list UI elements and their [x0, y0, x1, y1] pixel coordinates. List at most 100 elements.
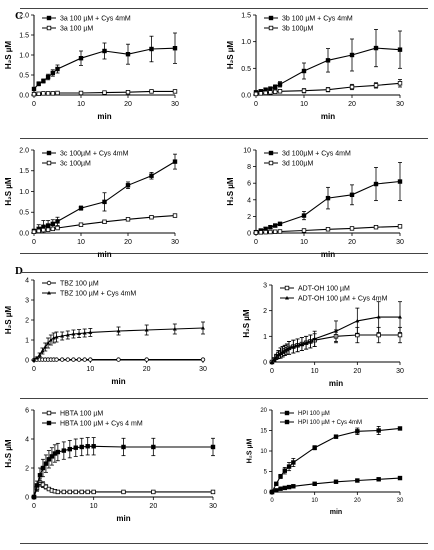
x-tick-label: 20: [348, 101, 356, 108]
plot-area: 0 5 10 15 20 0 10 20 30 min H₂S µM HPI 100 µM HPI 10…: [246, 408, 404, 516]
data-point: [291, 484, 296, 489]
data-point: [272, 229, 278, 234]
y-tick-label: 0.5: [19, 210, 29, 217]
legend-marker: [284, 410, 290, 416]
x-tick-label: 30: [396, 368, 404, 375]
data-point: [50, 70, 55, 76]
y-tick-label: 4: [247, 197, 251, 204]
data-point: [78, 205, 84, 211]
divider-rule: [20, 138, 428, 139]
legend-entry: 3d 100µM: [282, 160, 313, 167]
legend-marker: [268, 150, 274, 156]
chart-hbta: 0 2 4 6 0 10 20 30 min H₂S µM HBTA 100 µM HBTA 100 …: [4, 407, 217, 523]
data-point: [50, 91, 55, 96]
y-tick-label: 6: [25, 407, 29, 414]
data-point: [121, 444, 126, 450]
data-point: [55, 489, 61, 495]
x-tick-label: 20: [149, 503, 157, 510]
y-tick-label: 20: [260, 408, 267, 414]
data-point: [373, 181, 379, 187]
legend-entry: HBTA 100 µM: [60, 410, 103, 417]
data-point: [312, 481, 317, 486]
data-point: [349, 84, 355, 90]
data-point: [291, 460, 296, 465]
x-axis-label: min: [97, 250, 111, 259]
data-point: [34, 483, 40, 488]
data-point: [36, 228, 41, 234]
chart-3c: 0.0 0.5 1.0 1.5 2.0 0 10 20 30 min H₂S µM 3c 100µM …: [4, 147, 179, 259]
legend-marker: [268, 25, 274, 31]
y-tick-label: 6: [247, 181, 251, 188]
data-point: [41, 78, 46, 84]
data-point: [65, 332, 70, 337]
data-point: [376, 477, 381, 482]
data-point: [280, 349, 285, 354]
y-tick-label: 2: [247, 214, 251, 221]
data-point: [325, 87, 331, 92]
data-point: [73, 445, 78, 450]
legend-entry: 3c 100µM + Cys 4mM: [60, 150, 129, 157]
data-point: [125, 90, 131, 95]
x-tick-label: 20: [124, 101, 132, 108]
data-point: [61, 489, 67, 495]
x-tick-label: 0: [32, 239, 36, 246]
y-tick-label: 10: [243, 147, 251, 154]
data-point: [121, 489, 126, 495]
data-point: [355, 318, 360, 323]
data-point: [376, 332, 381, 338]
data-point: [308, 339, 313, 343]
y-tick-label: 0.5: [241, 66, 251, 73]
data-point: [77, 331, 82, 336]
data-point: [373, 224, 379, 230]
divider-rule: [20, 398, 428, 399]
data-point: [34, 355, 39, 360]
data-point: [284, 347, 289, 351]
y-tick-label: 2: [25, 465, 29, 472]
data-point: [31, 92, 37, 97]
x-tick-label: 30: [209, 503, 217, 510]
data-point: [61, 448, 67, 453]
data-point: [272, 357, 277, 361]
legend-entry: TBZ 100 µM + Cys 4mM: [60, 290, 136, 297]
data-point: [102, 219, 107, 224]
data-point: [349, 192, 355, 198]
data-point: [278, 474, 283, 479]
data-point: [125, 217, 131, 222]
data-point: [272, 89, 278, 94]
y-tick-label: 3: [25, 297, 29, 304]
y-tick-label: 0.0: [241, 92, 251, 99]
legend-entry: TBZ 100 µM: [60, 280, 99, 287]
data-point: [277, 229, 283, 234]
divider-rule: [20, 253, 428, 254]
y-axis-label: H₂S µM: [4, 41, 13, 70]
data-point: [36, 91, 41, 96]
y-tick-label: 0.5: [19, 72, 29, 79]
legend-entry: 3a 100 µM + Cys 4mM: [60, 15, 131, 22]
data-point: [54, 334, 59, 339]
data-point: [149, 215, 154, 220]
data-point: [333, 479, 339, 484]
chart-3b: 0.0 0.5 1.0 1.5 0 10 20 30 min H₂S µM 3b 100 µM + …: [226, 12, 404, 121]
data-point: [301, 228, 307, 233]
legend-entry: 3a 100 µM: [60, 25, 93, 32]
data-point: [55, 225, 60, 231]
plot-area: 0.0 0.5 1.0 1.5 2.0 0 10 20 30 min H₂S µM 3c 100µM …: [4, 147, 179, 259]
y-tick-label: 0: [263, 359, 267, 366]
x-tick-label: 0: [270, 368, 274, 375]
data-point: [258, 230, 263, 235]
y-tick-label: 4: [25, 436, 29, 443]
y-tick-label: 2.0: [19, 147, 29, 154]
x-tick-label: 30: [396, 101, 404, 108]
data-point: [151, 489, 156, 495]
data-point: [172, 159, 178, 164]
x-tick-label: 10: [311, 498, 318, 504]
data-point: [91, 489, 96, 495]
y-axis-label: H₂S µM: [4, 439, 13, 468]
data-point: [144, 357, 149, 362]
data-point: [268, 86, 273, 91]
legend-marker: [284, 419, 290, 425]
data-point: [272, 84, 278, 90]
data-point: [301, 68, 307, 74]
y-tick-label: 4: [25, 277, 29, 284]
